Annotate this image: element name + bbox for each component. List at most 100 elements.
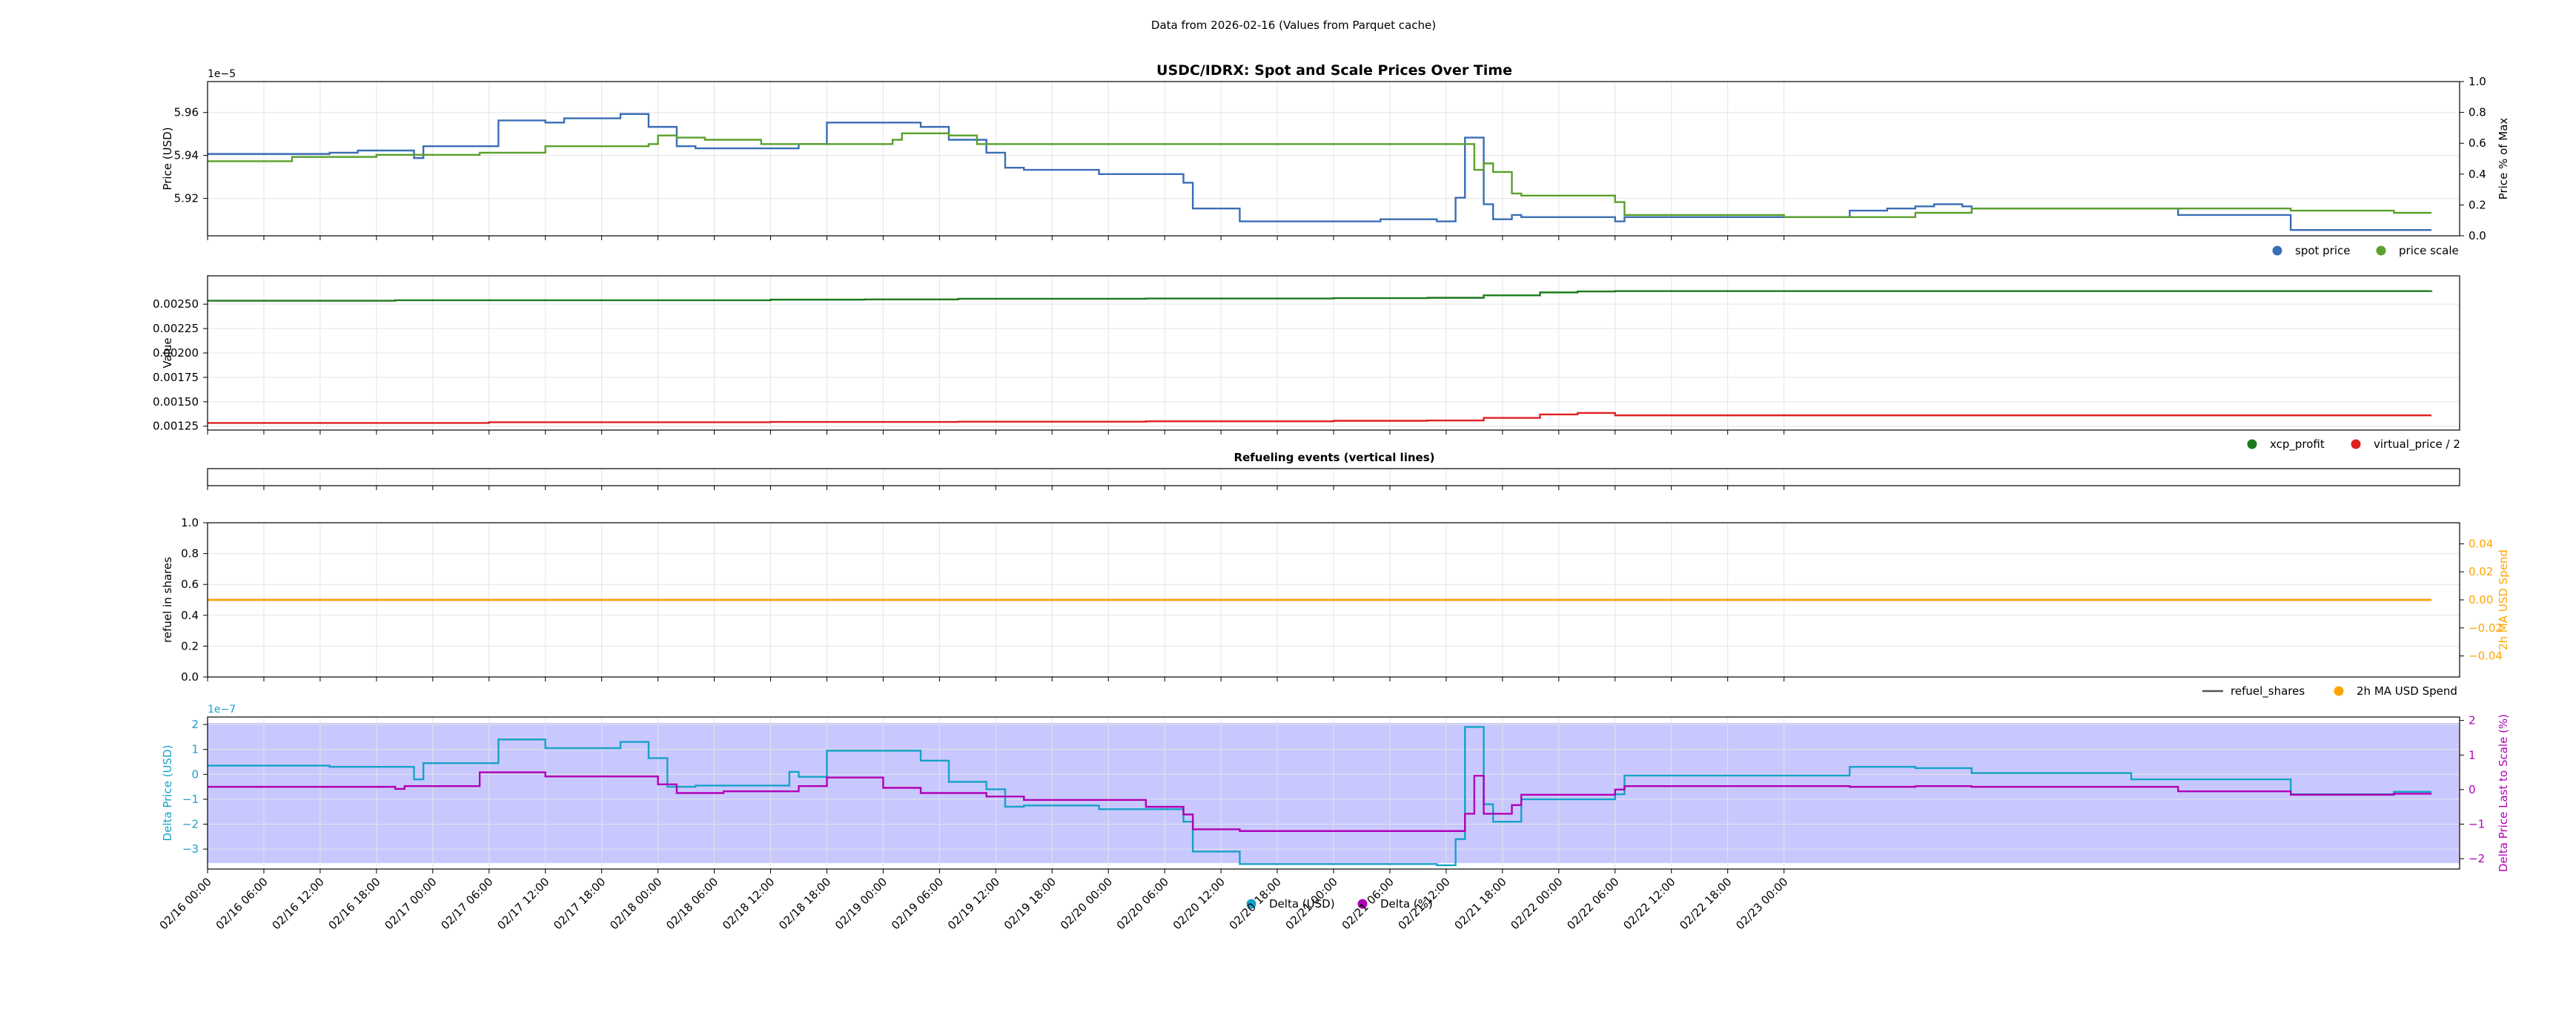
y2-tick-label: 0.6 <box>2469 136 2486 150</box>
legend-marker <box>2247 439 2257 449</box>
x-tick-label: 02/17 18:00 <box>551 875 608 932</box>
series-line-virtual-price-2 <box>208 412 2432 424</box>
legend-label: 2h MA USD Spend <box>2357 684 2457 698</box>
y2-tick-label: 0.02 <box>2469 565 2493 578</box>
y2-axis-label: Price % of Max <box>2497 118 2510 200</box>
x-tick-label: 02/16 06:00 <box>213 875 271 932</box>
x-tick-label: 02/18 18:00 <box>776 875 833 932</box>
legend-marker <box>1357 899 1368 909</box>
x-tick-label: 02/19 18:00 <box>1001 875 1059 932</box>
y-tick-label: 0.0 <box>181 670 199 684</box>
y2-tick-label: 0.2 <box>2469 198 2486 211</box>
x-tick-label: 02/22 18:00 <box>1677 875 1734 932</box>
y2-axis-label: Delta Price Last to Scale (%) <box>2497 714 2510 872</box>
y-tick-label: 0.00250 <box>153 297 199 311</box>
y-tick-label: 2 <box>191 718 199 731</box>
x-tick-label: 02/16 00:00 <box>157 875 214 932</box>
x-tick-label: 02/19 00:00 <box>832 875 890 932</box>
legend-label: spot price <box>2295 244 2351 257</box>
x-tick-label: 02/18 12:00 <box>720 875 777 932</box>
legend-label: Delta (USD) <box>1269 897 1335 911</box>
chart4: 0.0 0.2 0.4 0.6 0.8 1.0 refuel in shares −0.04 −… <box>161 516 2510 698</box>
chart2: 0.00125 0.00150 0.00175 0.00200 0.00225 0.002… <box>153 275 2460 452</box>
y-tick-label: 0.4 <box>181 609 199 622</box>
y2-tick-label: 0 <box>2469 783 2476 796</box>
x-tick-label: 02/20 00:00 <box>1058 875 1115 932</box>
y-tick-label: −3 <box>182 842 199 856</box>
y-tick-label: 5.94 <box>174 149 199 162</box>
x-tick-label: 02/20 12:00 <box>1171 875 1228 932</box>
x-tick-label: 02/22 12:00 <box>1620 875 1678 932</box>
y-tick-label: 0.2 <box>181 639 199 653</box>
y-tick-label: 0.00200 <box>153 346 199 360</box>
y-tick-label: 0.00125 <box>153 420 199 433</box>
y2-tick-label: 1.0 <box>2469 75 2486 88</box>
chart1-title: USDC/IDRX: Spot and Scale Prices Over Ti… <box>1156 62 1512 79</box>
y-tick-label: 5.96 <box>174 106 199 119</box>
series-line-delta- <box>208 771 2432 832</box>
y-tick-label: 0.6 <box>181 578 199 591</box>
y2-tick-label: 2 <box>2469 714 2476 727</box>
series-line-price-scale <box>208 132 2432 218</box>
legend-marker <box>2334 686 2344 696</box>
x-tick-label: 02/18 00:00 <box>607 875 664 932</box>
y-axis-label: refuel in shares <box>161 557 174 643</box>
y-tick-label: 0.00175 <box>153 371 199 384</box>
y2-tick-label: −0.04 <box>2469 650 2503 663</box>
legend-marker <box>2376 245 2386 256</box>
y2-tick-label: −2 <box>2469 852 2485 865</box>
y-tick-label: −2 <box>182 818 199 831</box>
x-tick-label: 02/18 06:00 <box>663 875 721 932</box>
y2-tick-label: 0.8 <box>2469 106 2486 119</box>
y-tick-label: −1 <box>182 793 199 806</box>
figure-suptitle: Data from 2026-02-16 (Values from Parque… <box>1151 19 1436 32</box>
y2-tick-label: −0.02 <box>2469 621 2503 635</box>
y2-tick-label: 1 <box>2469 748 2476 762</box>
y-tick-label: 0.00150 <box>153 395 199 409</box>
x-tick-label: 02/19 12:00 <box>945 875 1002 932</box>
y-tick-label: 1.0 <box>181 516 199 529</box>
x-tick-label: 02/16 12:00 <box>269 875 326 932</box>
y2-axis-label: 2h MA USD Spend <box>2497 549 2510 650</box>
legend-label: refuel_shares <box>2231 684 2305 698</box>
series-line-xcp-profit <box>208 290 2433 302</box>
y-offset-label: 1e−5 <box>208 68 236 80</box>
x-tick-label: 02/21 18:00 <box>1451 875 1509 932</box>
y2-tick-label: −1 <box>2469 817 2485 830</box>
y-tick-label: 5.92 <box>174 192 199 205</box>
x-tick-label: 02/20 06:00 <box>1114 875 1171 932</box>
y2-tick-label: 0.00 <box>2469 593 2493 607</box>
x-tick-label: 02/19 06:00 <box>889 875 946 932</box>
chart1: 5.92 5.94 5.96 1e−5 Price (USD) 0.0 0.2 0.4 0.6 0… <box>161 68 2510 257</box>
x-tick-label: 02/17 12:00 <box>494 875 552 932</box>
y-axis-label: Delta Price (USD) <box>161 745 174 842</box>
chart3 <box>207 468 2460 490</box>
legend-label: price scale <box>2399 244 2459 257</box>
legend-marker <box>1246 899 1256 909</box>
x-tick-label: 02/22 00:00 <box>1508 875 1565 932</box>
y-tick-label: 0.8 <box>181 547 199 561</box>
y2-tick-label: 0.4 <box>2469 168 2486 181</box>
legend-label: virtual_price / 2 <box>2374 437 2460 452</box>
y-tick-label: 0 <box>191 767 199 781</box>
y-axis-label: Price (USD) <box>161 127 174 190</box>
series-line-spot-price <box>208 113 2432 231</box>
y-tick-label: 0.00225 <box>153 322 199 335</box>
legend-marker <box>2272 245 2282 256</box>
chart5: −3 −2 −1 0 1 2 1e−7 Delta Price (USD) −2 −1 0 1 2 Del… <box>161 704 2510 911</box>
x-tick-label: 02/23 00:00 <box>1733 875 1790 932</box>
y2-tick-label: 0.04 <box>2469 537 2493 550</box>
series-line-delta-usd- <box>208 726 2432 867</box>
legend-marker <box>2351 439 2361 449</box>
y2-tick-label: 0.0 <box>2469 229 2486 242</box>
x-tick-label: 02/17 00:00 <box>382 875 439 932</box>
x-tick-label: 02/22 06:00 <box>1564 875 1621 932</box>
y-axis-label: Value <box>161 337 174 368</box>
legend-label: xcp_profit <box>2270 437 2325 452</box>
x-tick-label: 02/17 06:00 <box>438 875 495 932</box>
chart3-title: Refueling events (vertical lines) <box>1234 451 1435 464</box>
y-tick-label: 1 <box>191 743 199 756</box>
x-tick-label: 02/16 18:00 <box>325 875 383 932</box>
